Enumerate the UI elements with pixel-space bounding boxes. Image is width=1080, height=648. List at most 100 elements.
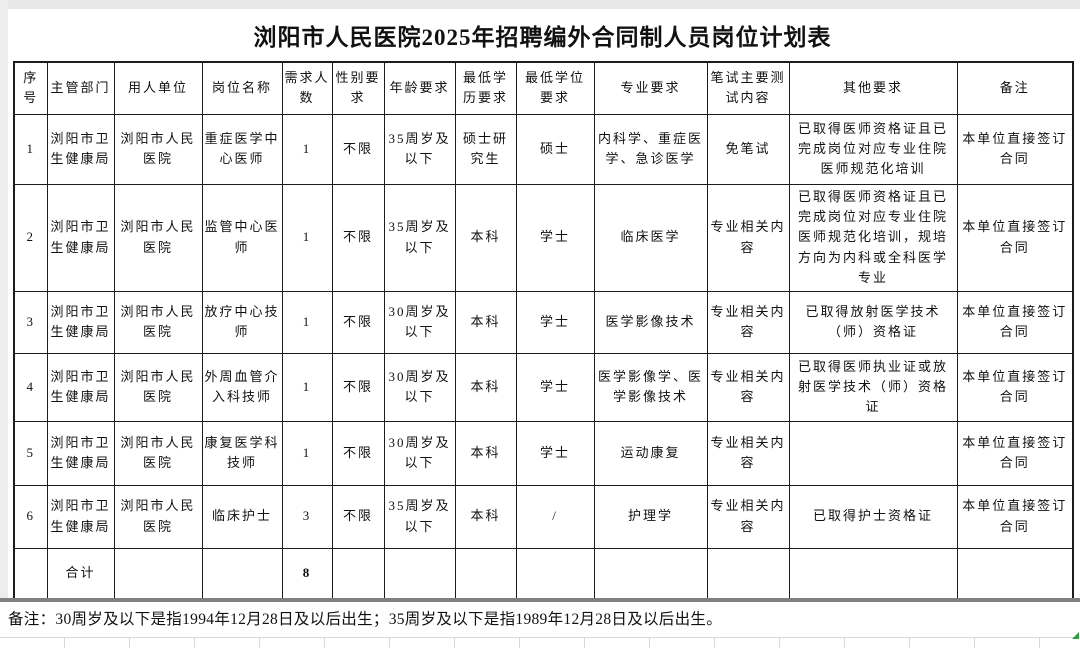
column-header-written-test: 笔试主要测试内容: [706, 61, 790, 115]
column-header-position: 岗位名称: [201, 61, 283, 115]
total-row: 合计 8: [13, 547, 1074, 600]
left-strip: [0, 0, 8, 598]
table-cell: 浏阳市人民医院: [113, 183, 203, 292]
table-cell: 专业相关内容: [706, 352, 790, 422]
table-cell: 放疗中心技师: [201, 290, 283, 354]
footnote: 备注：30周岁及以下是指1994年12月28日及以后出生；35周岁及以下是指19…: [8, 611, 723, 628]
table-cell: 浏阳市人民医院: [113, 484, 203, 549]
table-cell: 1: [281, 290, 333, 354]
table-cell: [515, 547, 595, 600]
table-cell: 浏阳市卫生健康局: [46, 484, 115, 549]
table-cell: 免笔试: [706, 113, 790, 185]
column-header-seq: 序号: [13, 61, 48, 115]
table-cell: 硕士研究生: [454, 113, 517, 185]
table-cell: 康复医学科技师: [201, 420, 283, 486]
column-header-major: 专业要求: [593, 61, 708, 115]
table-cell: 4: [13, 352, 48, 422]
table-cell: 已取得医师资格证且已完成岗位对应专业住院医师规范化培训: [788, 113, 958, 185]
table-cell: 浏阳市卫生健康局: [46, 290, 115, 354]
position-row: 5 浏阳市卫生健康局 浏阳市人民医院 康复医学科技师 1 不限 30周岁及以下 …: [13, 420, 1074, 486]
table-cell: 本单位直接签订合同: [956, 484, 1074, 549]
table-cell: 已取得护士资格证: [788, 484, 958, 549]
table-cell: 浏阳市人民医院: [113, 290, 203, 354]
table-cell: 本单位直接签订合同: [956, 352, 1074, 422]
table-cell: [113, 547, 203, 600]
column-header-remark: 备注: [956, 61, 1074, 115]
table-cell: 护理学: [593, 484, 708, 549]
table-cell: 本单位直接签订合同: [956, 113, 1074, 185]
table-cell: 临床医学: [593, 183, 708, 292]
column-header-degree: 最低学位要求: [515, 61, 595, 115]
table-cell: 30周岁及以下: [383, 290, 456, 354]
table-cell: 1: [281, 113, 333, 185]
table-cell: [13, 547, 48, 600]
table-cell: 浏阳市卫生健康局: [46, 183, 115, 292]
table-cell: 1: [13, 113, 48, 185]
column-header-department: 主管部门: [46, 61, 115, 115]
table-cell: 1: [281, 420, 333, 486]
table-cell: /: [515, 484, 595, 549]
table-cell: 本科: [454, 484, 517, 549]
table-cell: [706, 547, 790, 600]
table-cell: 5: [13, 420, 48, 486]
table-cell: 专业相关内容: [706, 420, 790, 486]
table-cell: 不限: [331, 420, 385, 486]
table-cell: 浏阳市人民医院: [113, 420, 203, 486]
table-cell: 本科: [454, 420, 517, 486]
table-cell: [454, 547, 517, 600]
selection-corner-mark: [1072, 632, 1079, 639]
table-cell: 35周岁及以下: [383, 113, 456, 185]
table-cell: [331, 547, 385, 600]
table-cell: 已取得医师执业证或放射医学技术（师）资格证: [788, 352, 958, 422]
position-row: 4 浏阳市卫生健康局 浏阳市人民医院 外周血管介入科技师 1 不限 30周岁及以…: [13, 352, 1074, 422]
bottom-gridlines: [0, 637, 1080, 648]
table-cell: 35周岁及以下: [383, 183, 456, 292]
table-cell: 本单位直接签订合同: [956, 290, 1074, 354]
table-cell: 浏阳市卫生健康局: [46, 113, 115, 185]
table-cell: 浏阳市卫生健康局: [46, 352, 115, 422]
table-cell: 医学影像学、医学影像技术: [593, 352, 708, 422]
table-cell: 学士: [515, 420, 595, 486]
table-cell: 1: [281, 183, 333, 292]
column-header-age: 年龄要求: [383, 61, 456, 115]
table-cell: [788, 547, 958, 600]
position-row: 2 浏阳市卫生健康局 浏阳市人民医院 监管中心医师 1 不限 35周岁及以下 本…: [13, 183, 1074, 292]
table-cell: 本单位直接签订合同: [956, 420, 1074, 486]
table-cell: [788, 420, 958, 486]
table-cell: 内科学、重症医学、急诊医学: [593, 113, 708, 185]
table-cell: 监管中心医师: [201, 183, 283, 292]
table-cell: 不限: [331, 183, 385, 292]
table-cell: 学士: [515, 352, 595, 422]
table-cell: 35周岁及以下: [383, 484, 456, 549]
header-row: 序号 主管部门 用人单位 岗位名称 需求人数 性别要求 年龄要求 最低学历要求 …: [13, 61, 1074, 115]
table-cell: 1: [281, 352, 333, 422]
total-label: 合计: [46, 547, 115, 600]
table-cell: [383, 547, 456, 600]
column-header-headcount: 需求人数: [281, 61, 333, 115]
top-strip: [0, 0, 1080, 9]
table-cell: 不限: [331, 113, 385, 185]
table-cell: 3: [13, 290, 48, 354]
table-cell: 6: [13, 484, 48, 549]
table-cell: 运动康复: [593, 420, 708, 486]
table-cell: 本科: [454, 352, 517, 422]
table-cell: 重症医学中心医师: [201, 113, 283, 185]
table-cell: [956, 547, 1074, 600]
table-cell: 30周岁及以下: [383, 352, 456, 422]
table-cell: 本科: [454, 290, 517, 354]
column-header-gender: 性别要求: [331, 61, 385, 115]
column-header-other: 其他要求: [788, 61, 958, 115]
table-cell: [593, 547, 708, 600]
table-cell: 不限: [331, 352, 385, 422]
position-row: 6 浏阳市卫生健康局 浏阳市人民医院 临床护士 3 不限 35周岁及以下 本科 …: [13, 484, 1074, 549]
recruitment-plan-table: 序号 主管部门 用人单位 岗位名称 需求人数 性别要求 年龄要求 最低学历要求 …: [13, 61, 1074, 600]
table-cell: 专业相关内容: [706, 290, 790, 354]
table-cell: 已取得放射医学技术（师）资格证: [788, 290, 958, 354]
table-cell: 2: [13, 183, 48, 292]
table-cell: 医学影像技术: [593, 290, 708, 354]
column-header-employer: 用人单位: [113, 61, 203, 115]
column-header-education: 最低学历要求: [454, 61, 517, 115]
table-cell: 已取得医师资格证且已完成岗位对应专业住院医师规范化培训，规培方向为内科或全科医学…: [788, 183, 958, 292]
table-cell: 硕士: [515, 113, 595, 185]
table-cell: 临床护士: [201, 484, 283, 549]
